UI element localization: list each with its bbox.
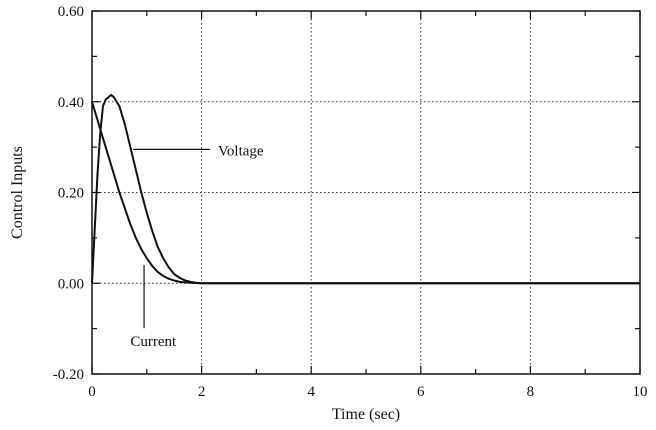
x-tick-label: 8 [527, 384, 535, 400]
y-tick-label: 0.00 [58, 276, 84, 292]
y-axis-label: Control Inputs [9, 146, 26, 239]
x-tick-label: 10 [633, 384, 648, 400]
axis-ticks [91, 10, 641, 375]
annotation-current: Current [130, 334, 177, 350]
annotations: Voltage Current [130, 143, 264, 350]
grid-lines [92, 11, 640, 374]
tick-labels: 0 2 4 6 8 10 -0.20 0.00 0.20 0.40 0.60 [53, 4, 648, 400]
y-tick-label: 0.60 [58, 4, 84, 20]
x-tick-label: 2 [198, 384, 206, 400]
series-lines [91, 93, 640, 285]
x-tick-label: 0 [88, 384, 96, 400]
series-line-current [91, 101, 640, 285]
x-tick-label: 6 [417, 384, 425, 400]
x-axis-label: Time (sec) [332, 406, 400, 423]
plot-frame [91, 10, 641, 375]
series-line-voltage [91, 93, 640, 285]
y-tick-label: -0.20 [53, 367, 84, 383]
x-tick-label: 4 [307, 384, 315, 400]
y-tick-label: 0.20 [58, 186, 84, 202]
annotation-voltage: Voltage [218, 143, 264, 159]
y-tick-label: 0.40 [58, 95, 84, 111]
